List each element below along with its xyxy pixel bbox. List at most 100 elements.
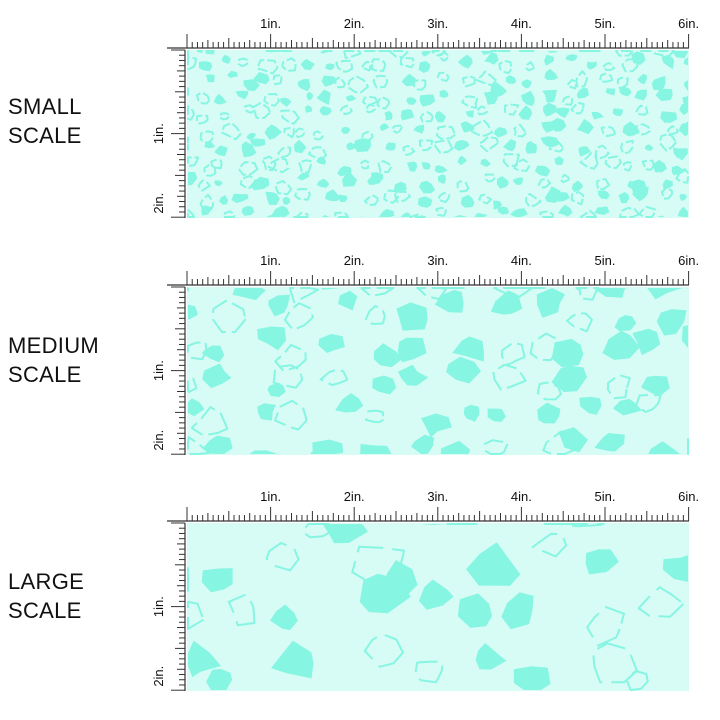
leopard-spot — [264, 124, 283, 140]
leopard-spot — [300, 58, 315, 71]
leopard-spot — [480, 158, 491, 167]
leopard-spot — [417, 196, 433, 208]
leopard-spot — [342, 171, 358, 187]
leopard-spot — [359, 573, 411, 614]
leopard-spot — [408, 524, 447, 525]
leopard-spot — [379, 209, 395, 217]
leopard-spot — [210, 158, 223, 170]
leopard-spot — [338, 194, 348, 202]
leopard-spot — [465, 110, 474, 118]
ruler-label: 2in. — [151, 193, 166, 214]
leopard-spot — [656, 309, 687, 336]
leopard-spot — [671, 165, 686, 176]
leopard-spot — [662, 179, 673, 190]
leopard-spot — [594, 206, 610, 215]
leopard-spot — [325, 63, 335, 71]
leopard-spot — [576, 118, 594, 135]
leopard-spot — [373, 343, 404, 368]
leopard-spot — [634, 123, 652, 136]
leopard-spot — [612, 108, 624, 117]
leopard-spot — [434, 111, 446, 123]
leopard-spot — [218, 112, 230, 121]
leopard-spot — [684, 80, 688, 92]
leopard-spot — [554, 156, 564, 166]
leopard-spot — [534, 165, 551, 177]
leopard-spot — [414, 660, 444, 684]
leopard-spot — [294, 139, 307, 154]
leopard-spot — [559, 173, 571, 184]
leopard-spot — [319, 50, 333, 54]
leopard-spot — [188, 304, 198, 320]
leopard-spot — [497, 206, 510, 215]
leopard-spot — [575, 287, 600, 301]
leopard-spot — [401, 73, 417, 87]
leopard-spot — [513, 123, 527, 138]
leopard-spot — [653, 160, 667, 173]
leopard-spot — [282, 196, 291, 205]
leopard-spot — [672, 51, 688, 59]
leopard-spot — [253, 71, 270, 85]
leopard-spot — [525, 140, 537, 154]
ruler-label: 3in. — [427, 16, 448, 31]
leopard-spot — [570, 191, 585, 206]
ruler-label: 1in. — [260, 489, 281, 504]
ruler-label: 2in. — [151, 666, 166, 687]
leopard-spot — [293, 211, 309, 218]
fabric-swatch-small — [187, 50, 689, 218]
leopard-spot — [575, 70, 588, 88]
leopard-spot — [655, 88, 673, 101]
leopard-spot — [682, 324, 688, 349]
leopard-spot — [319, 368, 349, 386]
leopard-spot — [363, 632, 404, 668]
leopard-spot — [298, 159, 313, 174]
leopard-spot — [594, 433, 625, 452]
leopard-spot — [260, 155, 277, 172]
leopard-spot — [437, 174, 446, 185]
leopard-spot — [483, 439, 509, 455]
ruler: 1in. 2in. 3in. 4in. 5in. 6in. 1in. 2in. — [151, 253, 699, 455]
leopard-spot — [379, 123, 390, 131]
leopard-spot — [637, 73, 647, 85]
leopard-spot — [400, 109, 415, 121]
leopard-spot — [322, 524, 369, 544]
leopard-spot — [457, 54, 473, 69]
leopard-spot — [501, 592, 534, 630]
leopard-spot — [306, 91, 314, 101]
leopard-spot — [283, 302, 314, 331]
leopard-spot — [540, 136, 560, 147]
leopard-spot — [390, 124, 404, 134]
leopard-spot — [638, 205, 657, 218]
leopard-spot — [265, 542, 300, 572]
large-scale-panel: LARGE SCALE 1in. 2in. 3in. 4in. 5in. 6in. 1in.… — [0, 473, 720, 709]
ruler: 1in. 2in. 3in. 4in. 5in. 6in. 1in. 2in. — [151, 489, 699, 691]
leopard-spot — [410, 434, 435, 454]
leopard-spot — [440, 440, 471, 454]
leopard-spot — [622, 121, 640, 137]
leopard-spot — [490, 82, 507, 98]
leopard-spot — [318, 334, 345, 353]
leopard-spot — [660, 111, 678, 123]
leopard-spot — [241, 141, 257, 158]
leopard-spot — [586, 605, 625, 647]
leopard-spot — [500, 341, 526, 366]
leopard-spot — [204, 140, 216, 149]
leopard-spot — [305, 105, 313, 113]
leopard-spot — [257, 403, 277, 421]
leopard-spot — [434, 289, 464, 313]
leopard-spot — [270, 604, 298, 631]
leopard-spot — [601, 62, 615, 71]
leopard-spot — [249, 450, 277, 454]
leopard-spot — [221, 121, 242, 141]
leopard-spot — [579, 209, 597, 218]
ruler-label: 6in. — [678, 253, 699, 268]
leopard-spot — [475, 70, 498, 87]
leopard-spot — [289, 287, 320, 304]
leopard-spot — [263, 93, 280, 107]
leopard-spot — [201, 345, 225, 363]
leopard-spot — [419, 111, 434, 123]
leopard-spot — [388, 50, 409, 59]
leopard-spot — [384, 110, 393, 121]
leopard-spot — [237, 57, 249, 68]
leopard-spot — [196, 91, 211, 105]
leopard-spot — [294, 127, 305, 139]
